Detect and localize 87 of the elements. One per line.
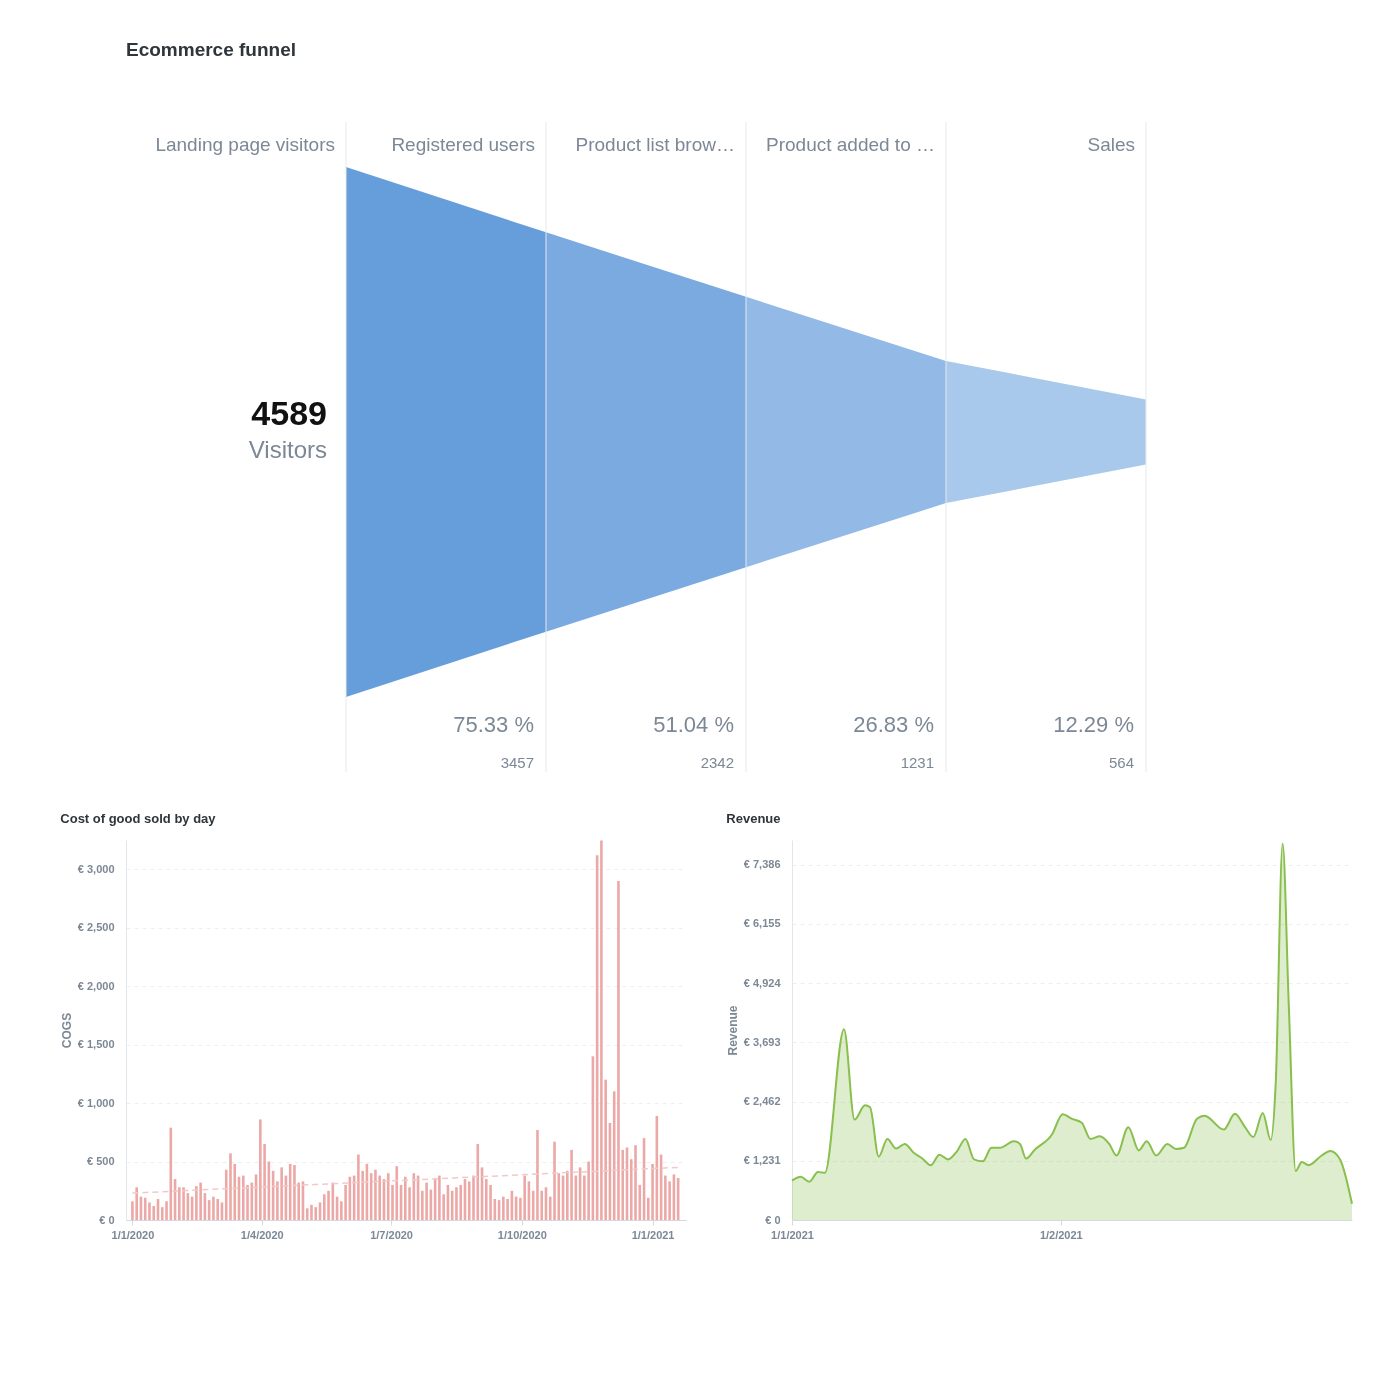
bar — [553, 1141, 556, 1220]
category-label: Registered users — [391, 134, 535, 155]
x-tick-label: 1/4/2020 — [240, 1228, 284, 1241]
y-tick-label: € 2,500 — [77, 921, 115, 934]
y-tick-label: € 500 — [86, 1155, 115, 1168]
bar — [327, 1190, 330, 1220]
bar — [212, 1196, 215, 1220]
bar — [259, 1119, 262, 1220]
bar — [216, 1198, 219, 1220]
bar — [182, 1187, 185, 1220]
bar — [178, 1187, 181, 1220]
y-tick-label: € 1,000 — [77, 1096, 115, 1109]
y-tick-label: € 4,924 — [743, 976, 782, 989]
category-label: Landing page visitors — [155, 134, 335, 155]
bar — [502, 1196, 505, 1220]
bar — [357, 1154, 360, 1220]
chart-title: Revenue — [726, 811, 781, 826]
bar — [459, 1184, 463, 1220]
data-label: 1231 — [900, 754, 934, 771]
bar — [310, 1204, 313, 1220]
bar — [322, 1194, 326, 1220]
data-label: 564 — [1108, 754, 1134, 771]
bar — [506, 1198, 509, 1220]
bar — [425, 1182, 428, 1220]
bar — [485, 1179, 488, 1220]
y-tick-label: € 2,000 — [77, 979, 115, 992]
data-label: 4589 — [251, 394, 327, 432]
bar — [143, 1197, 147, 1220]
bar — [651, 1163, 654, 1220]
y-tick-label: € 6,155 — [743, 917, 781, 930]
x-tick-label: 1/1/2021 — [631, 1228, 675, 1241]
x-tick-label: 1/7/2020 — [370, 1228, 413, 1241]
bar — [587, 1161, 590, 1220]
x-tick-label: 1/1/2020 — [111, 1228, 155, 1241]
text: 51.04 % — [653, 712, 734, 737]
bar — [152, 1205, 156, 1220]
y-tick-label: € 2,462 — [743, 1095, 781, 1108]
category-label: Product added to … — [766, 134, 935, 155]
text: 12.29 % — [1053, 712, 1134, 737]
y-tick-label: € 3,693 — [743, 1035, 781, 1048]
bar — [570, 1149, 573, 1220]
bar — [169, 1127, 173, 1220]
bar — [600, 840, 603, 1220]
bar — [476, 1144, 480, 1220]
y-axis-title: COGS — [59, 1012, 74, 1049]
bar — [617, 880, 620, 1220]
bar — [395, 1166, 399, 1220]
bar — [135, 1187, 138, 1220]
bar — [523, 1175, 526, 1220]
bar — [664, 1175, 667, 1220]
y-tick-label: € 1,231 — [743, 1154, 781, 1167]
bar — [438, 1175, 441, 1220]
bar — [195, 1186, 198, 1220]
y-tick-label: € 0 — [765, 1213, 781, 1226]
category-label: Product list brow… — [575, 134, 735, 155]
bar — [229, 1153, 232, 1220]
data-label: 3457 — [500, 754, 534, 771]
bar — [280, 1167, 283, 1220]
bar — [293, 1165, 296, 1220]
bar — [403, 1176, 407, 1220]
text: Ecommerce funnel — [126, 38, 296, 60]
y-tick-label: € 7,386 — [743, 858, 781, 871]
y-axis-title: Revenue — [725, 1005, 740, 1056]
data-label: 2342 — [700, 754, 734, 771]
bar — [467, 1181, 471, 1220]
text: 26.83 % — [853, 712, 934, 737]
y-tick-label: € 0 — [99, 1213, 115, 1226]
bar — [634, 1145, 637, 1220]
text: 75.33 % — [453, 712, 534, 737]
bar — [344, 1184, 347, 1220]
category-label: Sales — [1087, 134, 1135, 155]
y-tick-label: € 1,500 — [77, 1038, 115, 1051]
bar — [241, 1175, 245, 1220]
bar — [305, 1208, 309, 1220]
x-tick-label: 1/1/2021 — [771, 1228, 814, 1241]
bar — [199, 1182, 202, 1220]
bar — [314, 1207, 318, 1220]
x-tick-label: 1/2/2021 — [1039, 1228, 1083, 1241]
text: Visitors — [248, 436, 327, 463]
bar — [386, 1173, 390, 1220]
bar — [148, 1202, 151, 1220]
bar — [374, 1169, 377, 1220]
x-tick-label: 1/10/2020 — [497, 1228, 547, 1241]
bar — [455, 1187, 458, 1220]
y-tick-label: € 3,000 — [77, 862, 115, 875]
chart-title: Cost of good sold by day — [60, 811, 217, 826]
bar — [536, 1129, 539, 1220]
